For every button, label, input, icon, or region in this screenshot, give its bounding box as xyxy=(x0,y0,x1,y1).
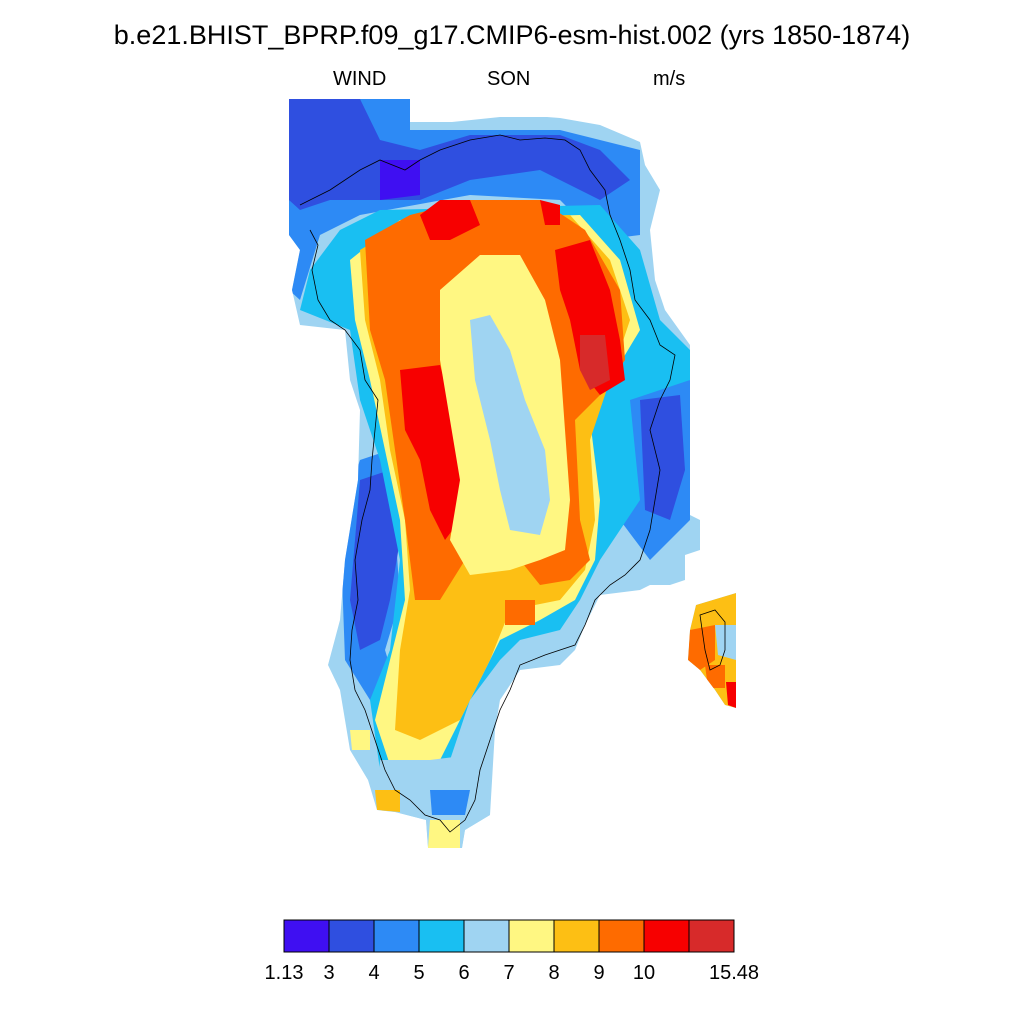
wind-cells-darkblue xyxy=(289,99,630,210)
wind-field xyxy=(289,99,736,848)
variable-label: WIND xyxy=(333,68,387,90)
plot-title: b.e21.BHIST_BPRP.f09_g17.CMIP6-esm-hist.… xyxy=(113,20,911,50)
units-label: m/s xyxy=(653,68,686,90)
season-label: SON xyxy=(487,68,531,90)
coastline xyxy=(299,134,726,833)
wind-cells-red xyxy=(420,200,480,240)
